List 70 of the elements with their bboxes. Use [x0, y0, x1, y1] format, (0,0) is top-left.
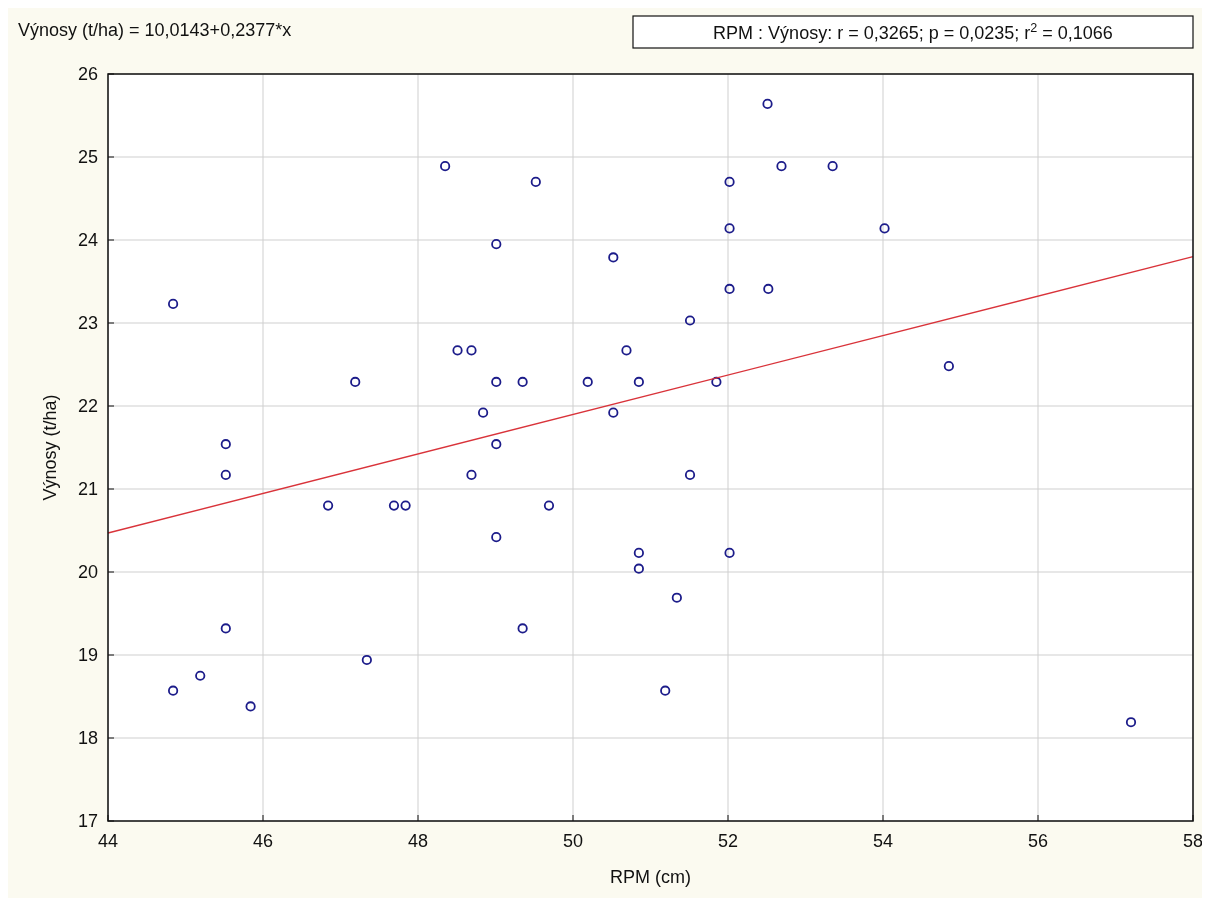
point	[478, 407, 489, 418]
text: RPM : Výnosy: r = 0,3265; p = 0,0235; r$^{2}$ = 0,1066	[713, 21, 1113, 43]
point	[724, 223, 735, 234]
point	[195, 670, 206, 681]
x-axis-title: RPM (cm)	[610, 867, 691, 887]
point	[168, 298, 179, 310]
x-tick-label: 46	[252, 831, 274, 851]
point	[724, 547, 735, 559]
point	[684, 315, 696, 326]
point	[724, 176, 735, 187]
y-tick-label: 24	[77, 230, 98, 250]
point	[245, 701, 256, 712]
point	[633, 563, 644, 574]
point	[879, 223, 890, 234]
point	[452, 345, 463, 356]
point	[621, 345, 632, 356]
y-tick-label: 22	[77, 396, 98, 416]
point	[776, 161, 787, 172]
y-tick-label: 19	[77, 645, 98, 665]
point	[400, 500, 411, 511]
point	[762, 98, 773, 109]
point	[220, 623, 231, 634]
point	[608, 252, 619, 263]
y-tick-label: 17	[77, 811, 98, 831]
point	[350, 376, 361, 388]
y-tick-label: 20	[77, 562, 98, 582]
point	[530, 176, 541, 187]
point	[684, 469, 696, 480]
x-tick-label: 50	[562, 831, 584, 851]
point	[466, 469, 477, 480]
point	[361, 654, 372, 666]
x-tick-label: 52	[717, 831, 739, 851]
point	[491, 532, 502, 543]
point	[633, 376, 644, 388]
point	[763, 283, 774, 295]
y-tick-label: 23	[77, 313, 98, 333]
y-axis-title: Výnosy (t/ha)	[40, 394, 60, 501]
point	[943, 361, 954, 372]
point	[440, 161, 451, 172]
point	[491, 239, 502, 250]
point	[466, 345, 477, 356]
y-tick-label: 21	[77, 479, 98, 499]
point	[543, 500, 555, 511]
point	[220, 469, 231, 480]
point	[633, 547, 644, 559]
point	[660, 685, 671, 696]
chart-title: Výnosy (t/ha) = 10,0143+0,2377*x	[18, 20, 292, 40]
point	[724, 283, 735, 295]
y-tick-label: 18	[77, 728, 98, 748]
point	[491, 439, 502, 450]
point	[517, 623, 528, 634]
point	[1125, 717, 1137, 728]
point	[827, 161, 838, 172]
x-tick-label: 58	[1182, 831, 1204, 851]
x-tick-label: 48	[407, 831, 429, 851]
point	[671, 592, 682, 603]
point	[168, 685, 179, 696]
point	[491, 376, 502, 388]
point	[388, 500, 400, 511]
point	[608, 407, 619, 418]
x-tick-label: 56	[1027, 831, 1049, 851]
point	[711, 376, 722, 388]
point	[220, 439, 231, 450]
y-tick-label: 25	[77, 147, 98, 167]
x-tick-label: 54	[872, 831, 894, 851]
point	[582, 376, 593, 388]
x-tick-label: 44	[97, 831, 119, 851]
y-tick-label: 26	[77, 64, 98, 84]
point	[517, 376, 528, 388]
point	[323, 500, 334, 511]
